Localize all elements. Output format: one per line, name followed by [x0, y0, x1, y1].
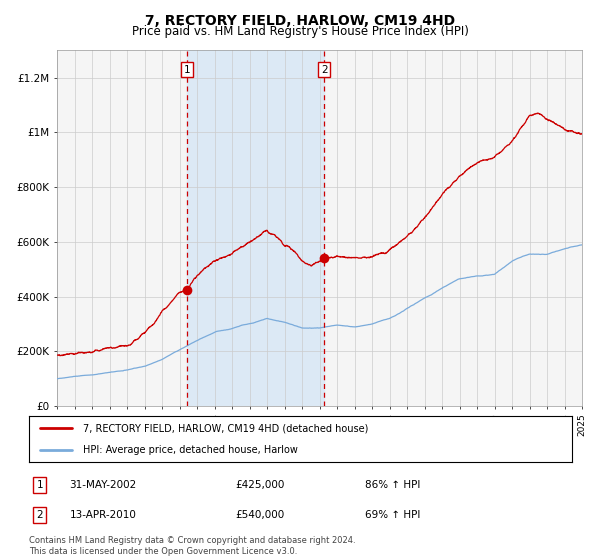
- Text: 13-APR-2010: 13-APR-2010: [70, 510, 136, 520]
- Text: 31-MAY-2002: 31-MAY-2002: [70, 480, 137, 490]
- Text: 69% ↑ HPI: 69% ↑ HPI: [365, 510, 421, 520]
- Text: 1: 1: [184, 64, 190, 74]
- Text: 7, RECTORY FIELD, HARLOW, CM19 4HD (detached house): 7, RECTORY FIELD, HARLOW, CM19 4HD (deta…: [83, 423, 368, 433]
- Bar: [187, 50, 325, 406]
- Text: £540,000: £540,000: [235, 510, 284, 520]
- Text: Contains HM Land Registry data © Crown copyright and database right 2024.
This d: Contains HM Land Registry data © Crown c…: [29, 536, 355, 556]
- Text: 2: 2: [37, 510, 43, 520]
- Text: HPI: Average price, detached house, Harlow: HPI: Average price, detached house, Harl…: [83, 445, 298, 455]
- Text: 86% ↑ HPI: 86% ↑ HPI: [365, 480, 421, 490]
- Text: £425,000: £425,000: [235, 480, 284, 490]
- Text: 2: 2: [321, 64, 328, 74]
- Text: 1: 1: [37, 480, 43, 490]
- Text: 7, RECTORY FIELD, HARLOW, CM19 4HD: 7, RECTORY FIELD, HARLOW, CM19 4HD: [145, 14, 455, 28]
- Text: Price paid vs. HM Land Registry's House Price Index (HPI): Price paid vs. HM Land Registry's House …: [131, 25, 469, 38]
